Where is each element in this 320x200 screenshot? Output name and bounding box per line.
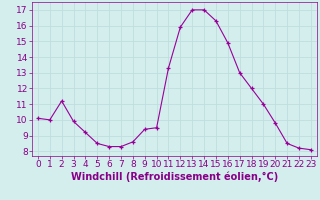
X-axis label: Windchill (Refroidissement éolien,°C): Windchill (Refroidissement éolien,°C) xyxy=(71,172,278,182)
